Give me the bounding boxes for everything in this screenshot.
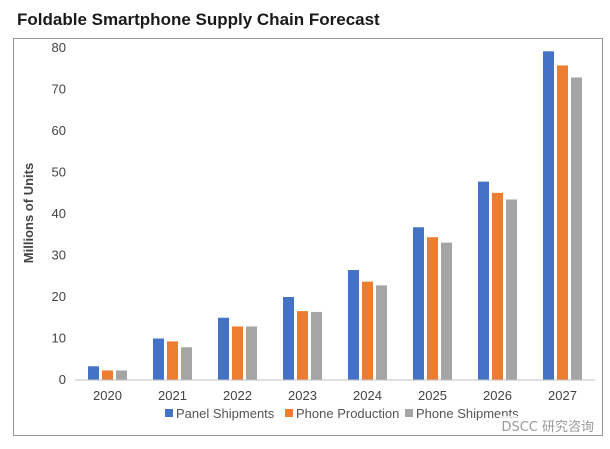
y-tick-label: 0	[59, 372, 66, 387]
y-tick-label: 40	[52, 206, 66, 221]
x-tick-label: 2021	[158, 388, 187, 403]
y-axis-ticks: 0 10 20 30 40 50 60 70 80	[52, 40, 66, 387]
legend-swatch	[165, 409, 173, 417]
bar-phone-shipments-2023	[311, 311, 322, 380]
bar-panel-shipments-2023	[283, 297, 294, 380]
chart-title: Foldable Smartphone Supply Chain Forecas…	[17, 10, 380, 29]
bar-phone-production-2025	[427, 237, 438, 380]
bar-phone-production-2020	[102, 370, 113, 380]
bar-phone-shipments-2027	[571, 77, 582, 380]
y-axis-label: Millions of Units	[21, 163, 36, 263]
legend-label: Panel Shipments	[176, 406, 275, 421]
bar-phone-shipments-2020	[116, 370, 127, 380]
bar-phone-production-2027	[557, 65, 568, 381]
x-tick-label: 2027	[548, 388, 577, 403]
bar-panel-shipments-2027	[543, 51, 554, 380]
bar-phone-production-2026	[492, 192, 503, 380]
x-axis-ticks: 2020 2021 2022 2023 2024 2025 2026 2027	[93, 388, 577, 403]
bar-phone-production-2022	[232, 326, 243, 380]
y-tick-label: 80	[52, 40, 66, 55]
x-tick-label: 2023	[288, 388, 317, 403]
x-tick-label: 2024	[353, 388, 382, 403]
y-tick-label: 20	[52, 289, 66, 304]
y-tick-label: 30	[52, 248, 66, 263]
bar-panel-shipments-2026	[478, 181, 489, 380]
y-tick-label: 70	[52, 82, 66, 97]
legend-swatch	[285, 409, 293, 417]
x-tick-label: 2020	[93, 388, 122, 403]
watermark: DSCC 研究咨询	[499, 416, 596, 435]
bar-phone-shipments-2022	[246, 326, 257, 380]
bar-panel-shipments-2025	[413, 227, 424, 380]
bar-phone-production-2021	[167, 341, 178, 380]
legend-label: Phone Production	[296, 406, 399, 421]
bar-panel-shipments-2021	[153, 338, 164, 380]
bars	[88, 51, 582, 381]
x-tick-label: 2022	[223, 388, 252, 403]
bar-phone-shipments-2021	[181, 347, 192, 380]
y-tick-label: 50	[52, 165, 66, 180]
bar-panel-shipments-2022	[218, 317, 229, 380]
bar-phone-shipments-2024	[376, 285, 387, 380]
x-tick-label: 2025	[418, 388, 447, 403]
bar-panel-shipments-2024	[348, 270, 359, 380]
bar-phone-production-2024	[362, 281, 373, 380]
legend-swatch	[405, 409, 413, 417]
y-tick-label: 10	[52, 331, 66, 346]
y-tick-label: 60	[52, 123, 66, 138]
legend: Panel Shipments Phone Production Phone Shi…	[165, 406, 519, 421]
legend-label: Phone Shipments	[416, 406, 519, 421]
bar-phone-shipments-2025	[441, 242, 452, 380]
bar-phone-production-2023	[297, 311, 308, 380]
x-tick-label: 2026	[483, 388, 512, 403]
bar-phone-shipments-2026	[506, 199, 517, 380]
bar-panel-shipments-2020	[88, 366, 99, 380]
